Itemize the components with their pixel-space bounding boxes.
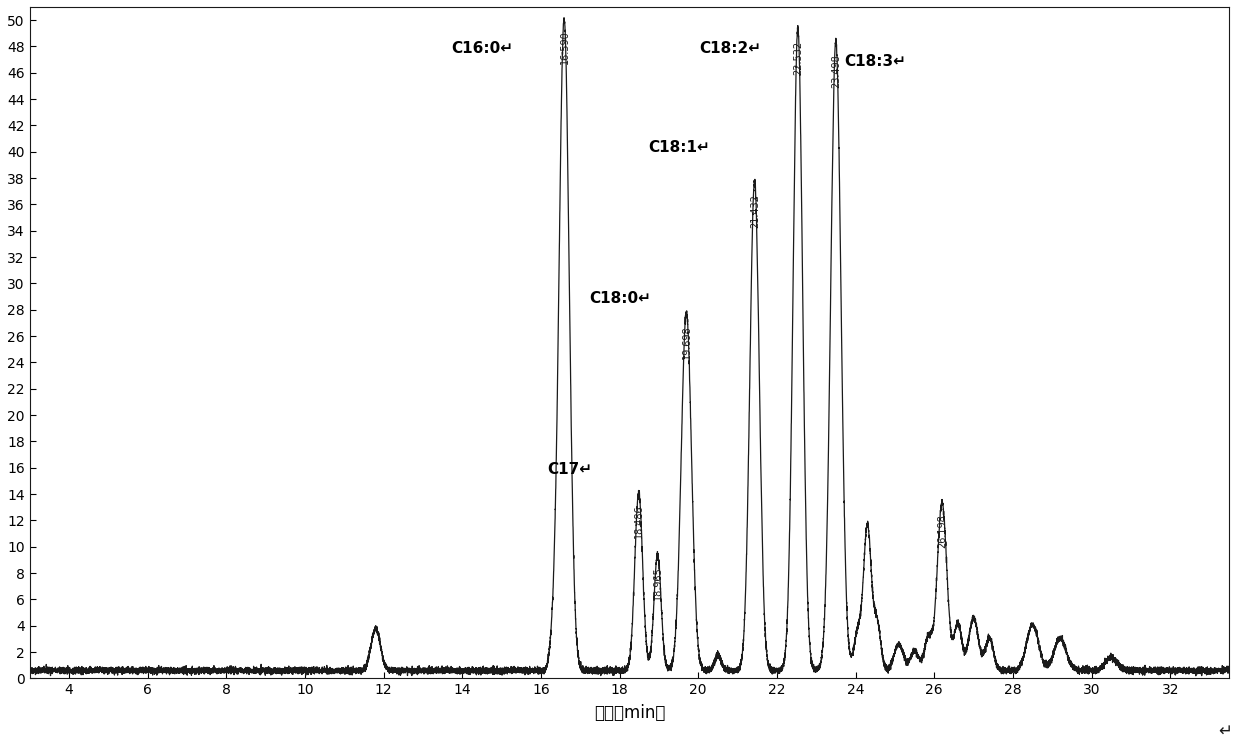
Text: 23.498: 23.498 [831, 55, 841, 88]
Text: C17↵: C17↵ [547, 463, 591, 477]
Text: 26.198: 26.198 [937, 514, 947, 548]
Text: C18:1↵: C18:1↵ [649, 140, 711, 154]
X-axis label: 时间（min）: 时间（min） [594, 704, 665, 722]
Text: ↵: ↵ [1219, 722, 1233, 739]
Text: C16:0↵: C16:0↵ [451, 41, 513, 56]
Text: 19.698: 19.698 [682, 326, 692, 359]
Text: 21.432: 21.432 [750, 194, 760, 228]
Text: 18.486: 18.486 [634, 505, 644, 538]
Text: 22.532: 22.532 [794, 41, 804, 75]
Text: C18:0↵: C18:0↵ [589, 291, 651, 306]
Text: 18.965: 18.965 [652, 567, 662, 600]
Text: C18:2↵: C18:2↵ [699, 41, 761, 56]
Text: C18:3↵: C18:3↵ [843, 54, 905, 69]
Text: 16.590: 16.590 [560, 30, 570, 64]
